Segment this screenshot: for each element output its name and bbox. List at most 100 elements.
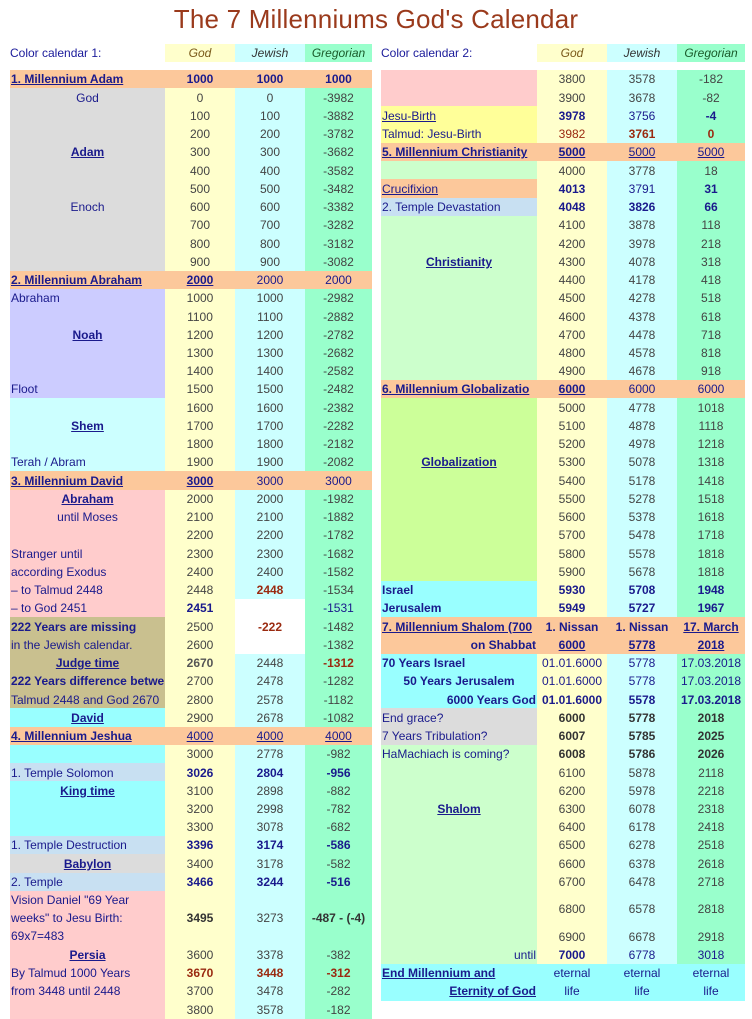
row-label[interactable]: Jesu-Birth (381, 106, 537, 126)
row-label (381, 781, 537, 801)
row-label[interactable]: 6. Millennium Globalizatio (381, 380, 537, 399)
jewish-year: 3448 (235, 963, 305, 983)
god-year: 3700 (165, 982, 235, 1001)
jewish-year: 400 (235, 161, 305, 181)
row-label[interactable]: 1. Millennium Adam (10, 70, 165, 89)
row-label (381, 307, 537, 326)
jewish-year: 5778 (607, 708, 677, 728)
jewish-year: 3178 (235, 854, 305, 874)
row-label: in the Jewish calendar. (10, 635, 165, 655)
row-label: Abraham (10, 288, 165, 308)
row-label[interactable]: Adam (10, 142, 165, 162)
gregorian-year: 918 (677, 361, 745, 381)
gregorian-year: -1082 (305, 708, 372, 728)
jewish-year: 4078 (607, 252, 677, 272)
row-label[interactable]: Eternity of God (381, 982, 537, 1001)
jewish-year: 1700 (235, 416, 305, 436)
jewish-year: 1100 (235, 307, 305, 326)
gregorian-year: -82 (677, 88, 745, 108)
header-jewish: Jewish (235, 44, 305, 62)
gregorian-year: 1000 (305, 70, 372, 89)
jewish-year: 4278 (607, 288, 677, 308)
god-year: 6700 (537, 872, 607, 892)
row-label[interactable]: Crucifixion (381, 179, 537, 199)
row-label[interactable]: 2. Millennium Abraham (10, 270, 165, 290)
jewish-year: 5778 (607, 653, 677, 673)
jewish-year: 2000 (235, 270, 305, 290)
jewish-year: 4878 (607, 416, 677, 436)
god-year: 4700 (537, 325, 607, 345)
row-label[interactable]: 7. Millennium Shalom (700 (381, 617, 537, 637)
god-year: 1900 (165, 453, 235, 472)
jewish-year: 600 (235, 197, 305, 217)
row-label (381, 343, 537, 363)
jewish-year: 800 (235, 234, 305, 253)
god-year: 6800 (537, 890, 607, 928)
row-label (381, 215, 537, 235)
row-label[interactable]: King time (10, 781, 165, 801)
jewish-year: 5078 (607, 453, 677, 472)
row-label: 222 Years are missing (10, 617, 165, 637)
row-label (10, 252, 165, 272)
god-year: 5400 (537, 471, 607, 491)
jewish-year: 5578 (607, 690, 677, 709)
god-year: 4100 (537, 215, 607, 235)
row-label[interactable]: Babylon (10, 854, 165, 874)
gregorian-year: -782 (305, 799, 372, 819)
jewish-year: 5878 (607, 763, 677, 782)
jewish-year: 3778 (607, 161, 677, 181)
god-year: 6100 (537, 763, 607, 782)
gregorian-year: 4000 (305, 726, 372, 746)
row-label[interactable]: 3. Millennium David (10, 471, 165, 491)
row-label[interactable]: Judge time (10, 653, 165, 673)
god-year: 3000 (165, 471, 235, 491)
gregorian-year: 518 (677, 288, 745, 308)
gregorian-year: 2818 (677, 890, 745, 928)
page-title: The 7 Millenniums God's Calendar (173, 4, 579, 34)
row-label[interactable]: Shalom (381, 799, 537, 819)
header-gregorian: Gregorian (305, 44, 372, 62)
jewish-year: 5786 (607, 744, 677, 764)
row-label[interactable]: 5. Millennium Christianity (381, 142, 537, 162)
row-label: until Moses (10, 507, 165, 527)
god-year: 3100 (165, 781, 235, 801)
jewish-year: 4000 (235, 726, 305, 746)
row-label[interactable]: 4. Millennium Jeshua (10, 726, 165, 746)
row-label[interactable]: Globalization (381, 453, 537, 472)
jewish-year: eternal (607, 963, 677, 983)
row-label[interactable]: Shem (10, 416, 165, 436)
gregorian-year: 318 (677, 252, 745, 272)
jewish-year: 4778 (607, 398, 677, 418)
row-label: 2. Temple (10, 872, 165, 892)
jewish-year: 2448 (235, 580, 305, 600)
jewish-year: 2578 (235, 690, 305, 709)
row-label[interactable]: Abraham (10, 489, 165, 509)
row-label[interactable]: Christianity (381, 252, 537, 272)
row-label (10, 434, 165, 454)
row-label[interactable]: Persia (10, 945, 165, 965)
gregorian-year: -2182 (305, 434, 372, 454)
god-year: 1400 (165, 361, 235, 381)
gregorian-year: -182 (677, 70, 745, 89)
gregorian-year: -182 (305, 1000, 372, 1019)
god-year: 2400 (165, 562, 235, 582)
row-label (10, 817, 165, 837)
row-label[interactable]: David (10, 708, 165, 728)
gregorian-year: -1582 (305, 562, 372, 582)
jewish-year: 1. Nissan (607, 617, 677, 637)
row-label (10, 124, 165, 144)
gregorian-year: 1318 (677, 453, 745, 472)
row-label (381, 854, 537, 874)
god-year: 100 (165, 106, 235, 126)
god-year: 1500 (165, 380, 235, 399)
row-label: 7 Years Tribulation? (381, 726, 537, 746)
god-year: 6300 (537, 799, 607, 819)
row-label[interactable]: Noah (10, 325, 165, 345)
row-label (10, 398, 165, 418)
god-year: 1200 (165, 325, 235, 345)
god-year: 2448 (165, 580, 235, 600)
god-year: 1. Nissan (537, 617, 607, 637)
god-year: 2600 (165, 635, 235, 655)
row-label[interactable]: End Millennium and (381, 963, 537, 983)
row-label (381, 507, 537, 527)
